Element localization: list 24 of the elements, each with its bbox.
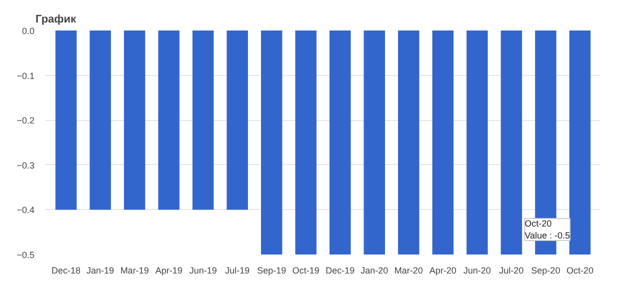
y-tick-label: 0.0: [22, 26, 35, 36]
x-tick-label: Mar-20: [394, 266, 423, 276]
x-tick-label: Oct-20: [566, 266, 594, 276]
annotation: Oct-20 Value : -0.5: [524, 218, 570, 240]
x-tick-label: Jun-19: [189, 266, 217, 276]
x-tick-label: Sep-19: [257, 266, 286, 276]
y-tick-label: −0.1: [16, 70, 35, 81]
x-tick-label: Apr-20: [429, 266, 456, 276]
x-tick-label: Mar-19: [120, 266, 149, 276]
y-tick-label: −0.5: [16, 250, 35, 260]
x-tick-label: Jan-20: [360, 266, 388, 276]
x-tick-label: Jan-19: [86, 266, 114, 276]
x-tick-label: Dec-19: [326, 266, 355, 276]
x-tick-label: Oct-19: [292, 266, 320, 276]
x-tick-label: Jun-20: [463, 266, 491, 276]
y-tick-label: −0.3: [16, 160, 35, 170]
x-tick-label: Jul-20: [499, 266, 524, 276]
chart-title: График: [36, 14, 77, 26]
y-tick-label: −0.4: [16, 205, 35, 216]
x-tick-label: Jul-19: [225, 266, 250, 276]
x-tick-label: Dec-18: [52, 266, 81, 276]
y-tick-label: −0.2: [16, 116, 35, 126]
x-tick-label: Sep-20: [531, 266, 560, 276]
x-tick-label: Apr-19: [155, 266, 182, 276]
